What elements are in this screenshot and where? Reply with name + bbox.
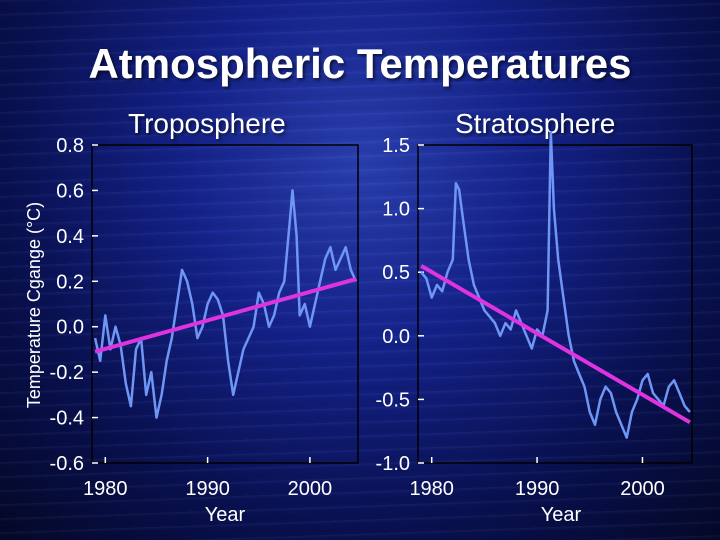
troposphere-x-axis-label: Year (205, 504, 246, 526)
stratosphere-y-tick-label: 1.0 (382, 199, 410, 221)
troposphere-plot-frame (91, 144, 359, 464)
troposphere-y-tick-label: 0.2 (56, 271, 84, 293)
stratosphere-x-tick-label: 2000 (620, 478, 665, 500)
stratosphere-plot-frame (417, 144, 693, 464)
stratosphere-y-tick-label: -0.5 (376, 389, 410, 411)
troposphere-trend-line (94, 277, 357, 354)
troposphere-y-tick-label: -0.2 (50, 362, 84, 384)
y-axis-label: Temperature Cgange (°C) (24, 202, 44, 408)
troposphere-title: Troposphere (128, 108, 286, 139)
troposphere-x-tick-label: 1990 (185, 478, 230, 500)
troposphere-x-tick-label: 2000 (288, 478, 333, 500)
troposphere-y-tick-label: 0.6 (56, 180, 84, 202)
stratosphere-y-tick-label: 1.5 (382, 135, 410, 157)
stratosphere-x-tick-label: 1990 (515, 478, 560, 500)
troposphere-y-tick-label: -0.4 (50, 408, 84, 430)
troposphere-y-tick-label: 0.8 (56, 135, 84, 157)
stratosphere-trend-line (420, 264, 691, 425)
troposphere-anomaly-line (93, 189, 358, 419)
troposphere-y-tick-label: -0.6 (50, 453, 84, 475)
troposphere-x-tick-label: 1980 (83, 478, 128, 500)
stratosphere-y-tick-label: -1.0 (376, 453, 410, 475)
slide-title: Atmospheric Temperatures (88, 40, 632, 87)
troposphere-y-tick-label: 0.4 (56, 226, 84, 248)
stratosphere-title: Stratosphere (455, 108, 616, 139)
stratosphere-x-tick-label: 1980 (409, 478, 454, 500)
stratosphere-y-tick-label: 0.5 (382, 262, 410, 284)
stratosphere-y-tick-label: 0.0 (382, 326, 410, 348)
stratosphere-anomaly-line (420, 131, 691, 439)
troposphere-y-tick-label: 0.0 (56, 317, 84, 339)
stratosphere-x-axis-label: Year (541, 504, 582, 526)
